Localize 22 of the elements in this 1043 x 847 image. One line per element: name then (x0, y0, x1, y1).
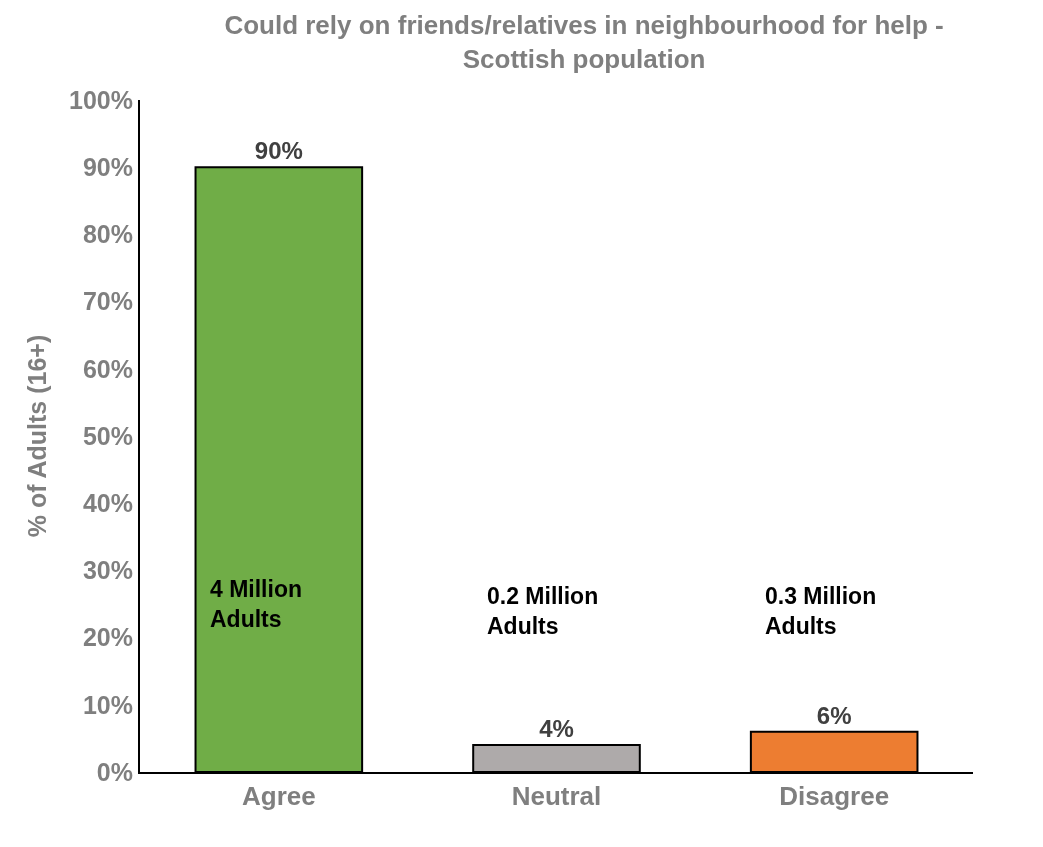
chart-title: Could rely on friends/relatives in neighbourhood for help - Scottish population (224, 9, 944, 74)
y-tick-label: 0% (96, 757, 133, 786)
y-tick-label: 50% (82, 421, 133, 450)
data-label: 90% (254, 137, 303, 165)
y-tick-label: 70% (82, 287, 133, 316)
annotation: 0.2 Million Adults (487, 583, 599, 639)
x-tick-label: Disagree (779, 781, 890, 812)
y-tick-label: 90% (82, 152, 133, 181)
y-tick-label: 10% (82, 690, 133, 719)
x-tick-label: Neutral (511, 781, 602, 812)
annotation: 0.3 Million Adults (765, 583, 877, 639)
y-tick-label: 100% (69, 85, 133, 114)
data-label: 6% (816, 701, 852, 729)
annotation: 4 Million Adults (210, 576, 302, 632)
y-tick-label: 60% (82, 354, 133, 383)
y-tick-label: 30% (82, 556, 133, 585)
y-axis-title: % of Adults (16+) (23, 334, 52, 538)
y-tick-label: 80% (82, 220, 133, 249)
y-tick-label: 40% (82, 488, 133, 517)
y-tick-label: 20% (82, 623, 133, 652)
x-tick-label: Agree (241, 781, 316, 812)
data-label: 4% (539, 715, 574, 743)
